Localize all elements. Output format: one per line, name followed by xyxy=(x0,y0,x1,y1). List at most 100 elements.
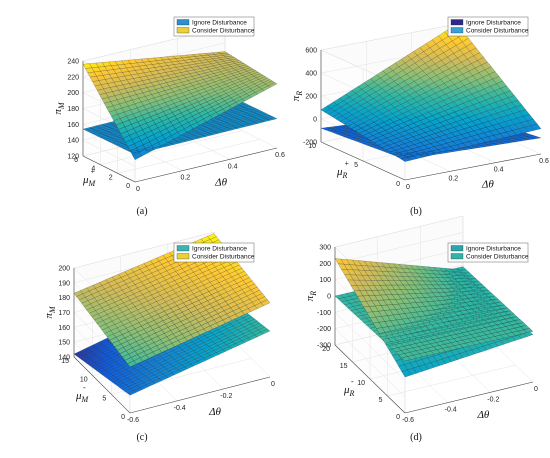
z-tick-label: 180 xyxy=(67,106,79,113)
surface xyxy=(82,51,278,160)
y-axis-label-sub: R xyxy=(342,171,348,180)
x-tick-label: -0.6 xyxy=(127,417,139,424)
z-tick-label: 160 xyxy=(58,325,70,332)
legend-swatch xyxy=(450,245,464,252)
x-tick-label: 0.2 xyxy=(448,175,458,182)
y-axis-line xyxy=(82,155,136,183)
x-axis-line xyxy=(129,376,271,414)
z-tick-label: 190 xyxy=(58,280,70,287)
z-axis-label: πR xyxy=(304,291,318,302)
surface-cell-ignore-disturbance xyxy=(267,117,278,121)
y-tick-label: 0 xyxy=(396,414,400,421)
z-tick-label: -200 xyxy=(317,326,331,333)
surface-cell-ignore-disturbance xyxy=(530,136,542,139)
legend-entry: Ignore Disturbance xyxy=(466,20,521,27)
z-axis-label-sub: M xyxy=(57,101,66,110)
y-tick-label: 0 xyxy=(121,414,125,421)
y-tick-label: 10 xyxy=(308,143,316,150)
z-axis-label: πM xyxy=(52,101,66,115)
surface-cell-ignore-disturbance xyxy=(523,328,534,333)
z-tick-label: -100 xyxy=(317,310,331,317)
panel-caption: (a) xyxy=(136,206,147,217)
z-axis-label-sub: R xyxy=(309,291,318,297)
z-tick-label: 140 xyxy=(67,138,79,145)
z-tick-label: 600 xyxy=(305,48,317,55)
surface xyxy=(320,23,542,162)
x-tick-label: -0.4 xyxy=(445,407,457,414)
surface-cell-consider-disturbance xyxy=(260,299,271,306)
z-tick-label: 200 xyxy=(67,90,79,97)
z-tick-label: 200 xyxy=(58,266,70,273)
z-tick-label: -200 xyxy=(303,140,317,147)
legend-entry: Consider Disturbance xyxy=(192,28,255,35)
y-axis-label-sup: + xyxy=(90,167,95,176)
z-axis-label-sub: M xyxy=(48,305,57,314)
y-tick-label: 10 xyxy=(80,377,88,384)
y-axis-label: μR xyxy=(336,166,348,180)
legend-entry: Ignore Disturbance xyxy=(466,246,521,253)
y-tick-label: 15 xyxy=(61,358,69,365)
y-tick-label: 4 xyxy=(91,166,95,173)
x-tick-label: 0 xyxy=(136,186,140,193)
z-tick-label: 220 xyxy=(67,74,79,81)
y-axis-label-sup: + xyxy=(344,159,349,168)
surface-cell-consider-disturbance xyxy=(530,123,542,131)
z-tick-label: 150 xyxy=(58,340,70,347)
y-axis-label: μR xyxy=(343,384,355,398)
legend-box xyxy=(173,242,255,263)
legend-swatch xyxy=(450,27,464,34)
y-axis-label-sub: M xyxy=(88,179,97,188)
z-axis-label: πR xyxy=(290,91,304,102)
x-tick-label: -0.4 xyxy=(174,405,186,412)
x-tick-label: -0.2 xyxy=(487,396,499,403)
y-tick-label: 5 xyxy=(354,162,358,169)
z-tick-label: 300 xyxy=(319,245,331,252)
legend-box xyxy=(173,16,255,37)
surface-cell-consider-disturbance xyxy=(268,82,278,88)
y-axis-line xyxy=(334,344,406,414)
y-tick-label: 5 xyxy=(102,395,106,402)
legend-entry: Ignore Disturbance xyxy=(192,246,247,253)
surface-cell-consider-disturbance xyxy=(523,331,534,337)
legend-box xyxy=(447,16,529,37)
legend-swatch xyxy=(176,27,190,34)
legend-box xyxy=(447,242,529,263)
x-tick-label: 0 xyxy=(271,381,275,388)
panel-d: -0.6-0.4-0.2005101520-300-200-1000100200… xyxy=(304,215,538,443)
z-axis-label: πM xyxy=(43,305,57,319)
legend-swatch xyxy=(176,19,190,26)
surface xyxy=(73,233,271,396)
z-tick-label: 200 xyxy=(319,261,331,268)
legend-swatch xyxy=(450,253,464,260)
surface xyxy=(334,258,534,378)
y-tick-label: 20 xyxy=(322,346,330,353)
y-axis-label: μM xyxy=(82,174,97,188)
z-tick-label: -300 xyxy=(317,343,331,350)
x-axis-label: Δθ xyxy=(476,409,489,421)
x-axis-line xyxy=(134,147,278,183)
y-tick-label: 0 xyxy=(396,181,400,188)
y-axis-label: μM xyxy=(75,390,90,404)
legend-swatch xyxy=(176,245,190,252)
y-axis-label-sub: R xyxy=(349,389,355,398)
z-tick-label: 0 xyxy=(313,117,317,124)
panel-caption: (b) xyxy=(410,206,422,217)
z-tick-label: 160 xyxy=(67,122,79,129)
y-axis-label-sup: - xyxy=(351,377,354,386)
legend-swatch xyxy=(176,253,190,260)
y-axis-label-sub: M xyxy=(81,395,90,404)
legend-entry: Consider Disturbance xyxy=(192,254,255,261)
x-axis-label: Δθ xyxy=(208,406,221,418)
surface-cell-ignore-disturbance xyxy=(260,328,271,335)
legend-swatch xyxy=(450,19,464,26)
y-tick-label: 0 xyxy=(126,183,130,190)
z-tick-label: 170 xyxy=(58,310,70,317)
panel-caption: (d) xyxy=(410,432,422,443)
x-tick-label: -0.6 xyxy=(402,417,414,424)
y-axis-line xyxy=(320,141,406,181)
x-axis-line xyxy=(404,153,542,181)
